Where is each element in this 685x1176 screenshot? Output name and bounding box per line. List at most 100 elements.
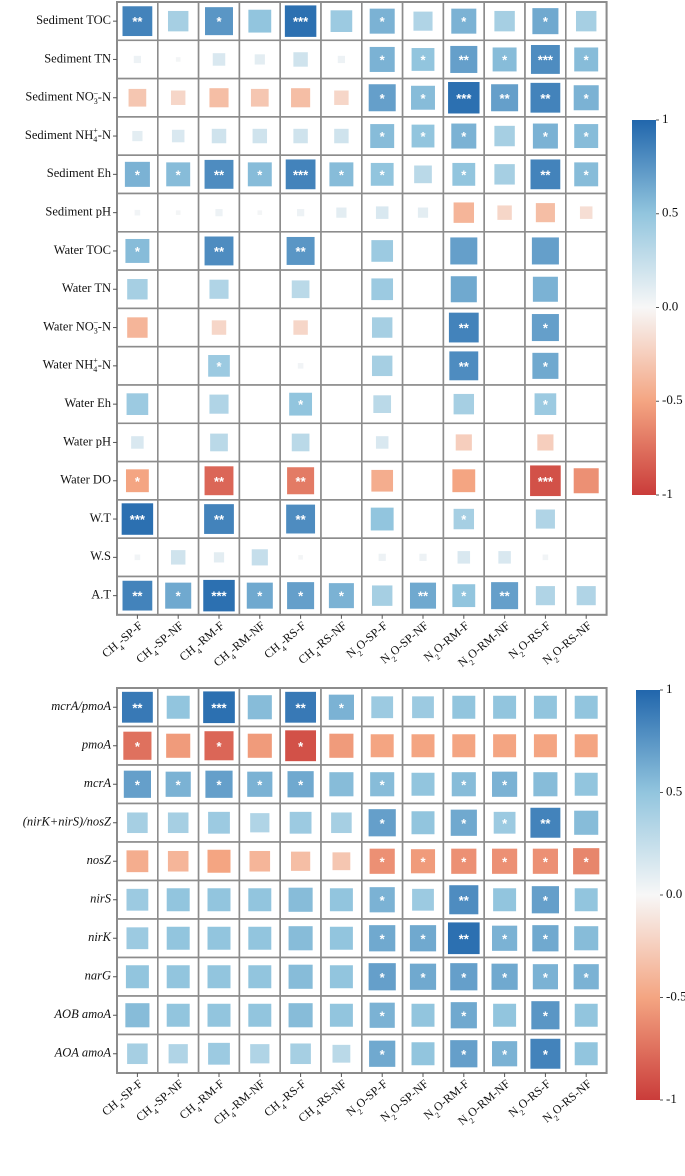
significance-mark: ** [540,91,551,106]
correlation-square [167,850,189,872]
grid-cell [564,725,608,766]
significance-mark: * [461,777,467,792]
correlation-square [452,734,476,758]
correlation-square [411,811,435,835]
correlation-square [122,580,153,611]
row-label-water-toc: Water TOC [54,243,111,257]
colorbar-tick-label: 0.5 [666,783,682,798]
correlation-square [492,771,518,797]
correlation-square [452,695,476,719]
correlation-square [208,811,230,834]
correlation-square [411,85,435,110]
correlation-square [207,965,231,989]
correlation-square [368,809,396,837]
correlation-square [449,351,479,381]
correlation-square [288,887,313,912]
significance-mark: ** [500,589,511,604]
correlation-square [208,355,230,377]
significance-mark: * [543,1047,549,1062]
grid-cell [564,307,608,348]
correlation-square [125,238,150,263]
correlation-square [287,771,314,798]
significance-mark: * [461,816,467,831]
row-label-mcra: mcrA [84,776,111,790]
correlation-square [247,695,272,720]
correlation-square [336,207,347,218]
correlation-square [579,206,593,219]
correlation-square [128,88,147,107]
significance-mark: * [380,970,386,985]
grid-cell [483,345,526,386]
correlation-square [450,809,477,836]
grid-cell [320,802,363,843]
correlation-square [298,555,303,560]
correlation-square [497,205,512,220]
correlation-square [126,888,149,911]
correlation-square [285,159,316,190]
grid-cell [238,384,281,425]
correlation-square [411,1003,435,1027]
significance-mark: * [257,167,263,182]
correlation-square [329,772,354,797]
correlation-square [532,8,559,35]
correlation-square [371,469,394,492]
grid-cell [564,499,608,539]
correlation-square [491,84,519,112]
correlation-square [329,1003,353,1027]
correlation-square [574,162,599,187]
correlation-square [369,887,395,913]
correlation-square [121,503,154,535]
correlation-square [450,1040,478,1068]
correlation-square [204,466,234,496]
row-label-w-t: W.T [90,511,112,525]
correlation-square [287,582,315,610]
correlation-square [175,57,181,62]
grid-cell [401,307,445,348]
correlation-square [208,1042,230,1065]
correlation-square [368,963,396,991]
significance-mark: * [135,244,141,259]
correlation-square [166,965,190,989]
significance-mark: * [135,777,141,792]
significance-mark: * [461,167,467,182]
correlation-square [451,848,477,874]
significance-mark: * [216,739,222,754]
significance-mark: * [420,970,426,985]
grid-cell [564,269,608,310]
significance-mark: * [339,167,345,182]
correlation-square [531,1001,560,1030]
significance-mark: * [584,854,590,869]
grid-cell [238,460,281,501]
significance-mark: *** [293,14,309,29]
significance-mark: ** [418,589,429,604]
grid-cell [157,1033,200,1074]
correlation-square [127,812,148,834]
significance-mark: * [298,777,304,792]
significance-mark: * [584,129,590,144]
significance-mark: * [543,1008,549,1023]
colorbar-tick-label: -0.5 [666,988,685,1003]
correlation-square [453,508,475,530]
heatmap-border [116,687,608,1074]
significance-mark: * [216,777,222,792]
significance-mark: * [543,14,549,29]
significance-mark: * [584,167,590,182]
correlation-square [574,888,598,912]
colorbar [632,120,656,495]
grid-cell [157,384,200,425]
correlation-square [371,355,393,377]
correlation-square [209,394,229,414]
correlation-square [419,553,427,561]
grid-cell [483,269,526,310]
row-label-water-tn: Water TN [62,281,111,295]
colorbar-tick-label: 0.0 [662,298,678,313]
correlation-square [329,733,354,758]
correlation-square [127,1043,148,1065]
significance-mark: ** [296,512,307,527]
significance-mark: * [420,52,426,67]
correlation-square [250,88,269,107]
row-label-sediment-no3-n: Sediment NO3–-N [25,88,111,106]
significance-mark: * [380,816,386,831]
correlation-square [493,888,517,912]
significance-mark: * [502,854,508,869]
